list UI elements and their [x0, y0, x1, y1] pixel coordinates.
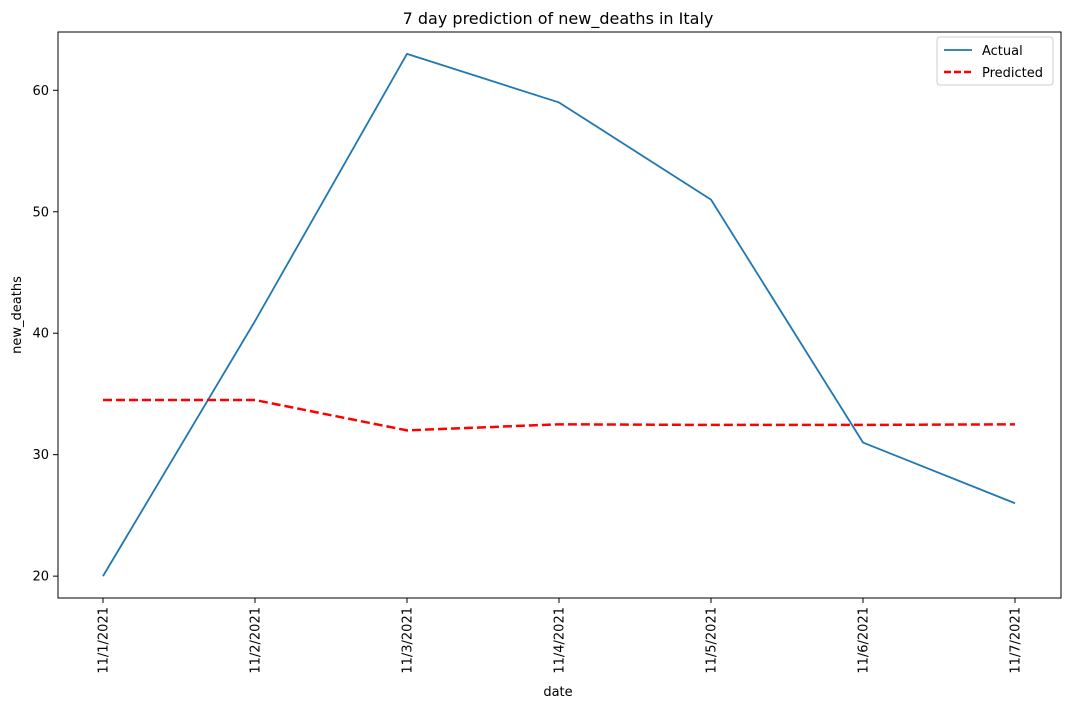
series-layer: [102, 52, 1016, 577]
y-axis-label: new_deaths: [10, 276, 25, 354]
y-axis-ticks: 20 30 40 50 60: [32, 84, 58, 585]
series-line-predicted: [103, 398, 1016, 432]
x-tick-label: 11/2/2021: [249, 607, 264, 674]
y-tick-label: 50: [32, 205, 49, 220]
x-axis-ticks: 11/1/2021 11/2/2021 11/3/2021 11/4/2021 11/5…: [97, 598, 1024, 674]
x-axis-label: date: [543, 685, 572, 700]
x-tick-label: 11/4/2021: [553, 607, 568, 674]
x-tick-label: 11/3/2021: [401, 607, 416, 674]
plot-area: [57, 31, 1062, 599]
y-tick-label: 40: [32, 327, 49, 342]
legend: Actual Predicted: [936, 36, 1054, 86]
y-tick-label: 30: [32, 448, 49, 463]
y-tick-label: 60: [32, 84, 49, 99]
x-tick-label: 11/1/2021: [97, 607, 112, 674]
series-line-actual: [102, 52, 1016, 577]
x-tick-label: 11/5/2021: [705, 607, 720, 674]
legend-label-predicted: Predicted: [982, 66, 1043, 81]
x-tick-label: 11/7/2021: [1009, 607, 1024, 674]
legend-label-actual: Actual: [982, 44, 1023, 59]
x-tick-label: 11/6/2021: [857, 607, 872, 674]
y-tick-label: 20: [32, 570, 49, 585]
chart-title: 7 day prediction of new_deaths in Italy: [403, 9, 714, 29]
